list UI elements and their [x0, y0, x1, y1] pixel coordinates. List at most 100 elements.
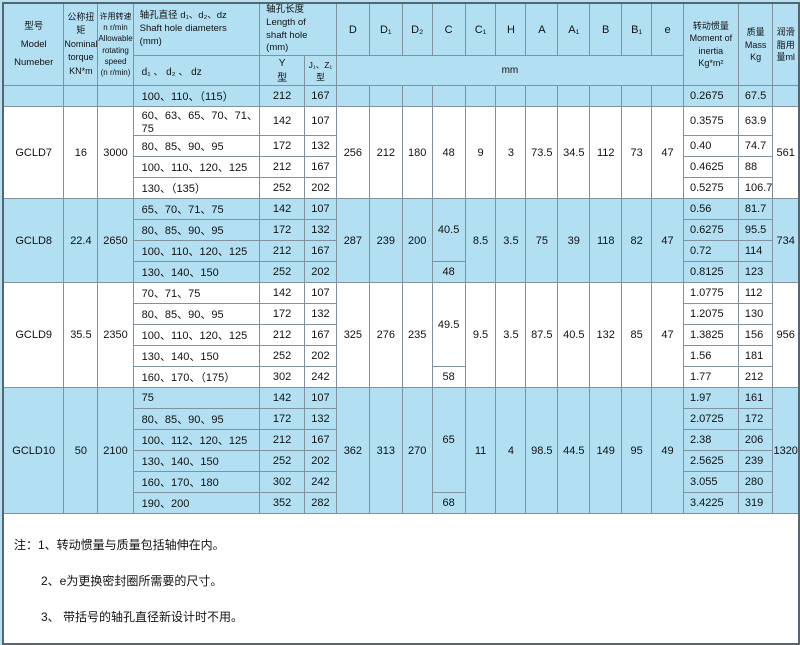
mass-cell: 130 — [737, 303, 774, 326]
torque-cell: 35.5 — [63, 282, 99, 389]
jz-length-cell: 132 — [304, 135, 337, 158]
mass-cell: 161 — [737, 387, 774, 410]
table-row: GCLD10 50 2100 75 142 107 362 313 270 65… — [2, 387, 800, 515]
model-cell: GCLD9 — [2, 282, 65, 389]
y-length-cell: 212 — [259, 429, 305, 452]
header-shaft-hole-diameters: 轴孔直径 d₁、d₂、dz Shaft hole diameters (mm) — [132, 2, 261, 57]
dim-C1-cell: 9 — [464, 106, 497, 200]
y-length-cell: 302 — [259, 471, 305, 494]
table-row: 160、170、（175） 302 242 58 1.77 212 — [3, 366, 799, 389]
empty-cell — [335, 85, 370, 108]
dim-D1-cell: 313 — [368, 387, 403, 515]
diameter-cell: 100、112、120、125 — [132, 429, 261, 452]
speed-cell: 2350 — [97, 282, 134, 389]
dim-D2-cell: 200 — [401, 198, 433, 284]
dim-C-cell: 48 — [431, 106, 466, 200]
y-length-cell: 212 — [259, 85, 305, 108]
header-dim-e: e — [651, 2, 684, 57]
moment-cell: 3.055 — [682, 471, 739, 494]
table-row: 130、（135） 252 202 0.5275 106.7 — [3, 177, 799, 200]
table-row: 100、110、（115） 212 167 0.2675 67.5 — [2, 85, 800, 108]
header-mm-unit: mm — [335, 55, 684, 87]
torque-cell: 50 — [63, 387, 99, 515]
mass-cell: 156 — [737, 324, 774, 347]
dim-C-cell: 40.5 — [431, 198, 466, 263]
moment-cell: 0.5275 — [682, 177, 739, 200]
model-cell — [2, 85, 65, 108]
diameter-cell: 190、200 — [132, 492, 261, 515]
jz-length-cell: 107 — [304, 387, 337, 410]
dim-H-cell: 3.5 — [495, 282, 527, 389]
dim-A-cell: 87.5 — [525, 282, 559, 389]
dim-B1-cell: 82 — [621, 198, 653, 284]
moment-cell: 0.40 — [682, 135, 739, 158]
dim-C-cell: 65 — [431, 387, 466, 494]
empty-cell — [401, 85, 433, 108]
jz-length-cell: 167 — [304, 324, 337, 347]
diameter-cell: 65、70、71、75 — [132, 198, 261, 221]
dim-D1-cell: 239 — [368, 198, 403, 284]
dim-A-cell: 75 — [525, 198, 559, 284]
mass-cell: 81.7 — [737, 198, 774, 221]
jz-length-cell: 242 — [304, 366, 337, 389]
table-row: GCLD7 16 3000 60、63、65、70、71、75 142 107 … — [2, 106, 800, 200]
dim-A1-cell: 34.5 — [557, 106, 591, 200]
moment-cell: 0.56 — [682, 198, 739, 221]
table-row: 190、200 352 282 68 3.4225 319 — [3, 492, 799, 515]
mass-cell: 95.5 — [737, 219, 774, 242]
header-y-type: Y 型 — [259, 55, 305, 87]
moment-cell: 1.97 — [682, 387, 739, 410]
y-length-cell: 142 — [259, 198, 305, 221]
dim-D2-cell: 270 — [401, 387, 433, 515]
speed-cell — [97, 85, 134, 108]
header-d1-d2-dz: d₁ 、 d₂ 、 dz — [132, 55, 261, 87]
table-row: 100、112、120、125 212 167 2.38 206 — [3, 429, 799, 452]
jz-length-cell: 132 — [304, 408, 337, 431]
dim-D2-cell: 180 — [401, 106, 433, 200]
torque-cell — [63, 85, 99, 108]
header-jz-type: J₁、Z₁型 — [304, 55, 337, 87]
y-length-cell: 172 — [259, 303, 305, 326]
dim-B1-cell: 95 — [621, 387, 653, 515]
dim-C1-cell: 11 — [464, 387, 497, 515]
dim-D-cell: 287 — [335, 198, 370, 284]
grease-cell: 734 — [772, 198, 800, 284]
mass-cell: 112 — [737, 282, 774, 305]
mass-cell: 181 — [737, 345, 774, 368]
moment-cell: 2.38 — [682, 429, 739, 452]
table-row: 160、170、180 302 242 3.055 280 — [3, 471, 799, 494]
y-length-cell: 172 — [259, 408, 305, 431]
mass-cell: 63.9 — [737, 106, 774, 137]
torque-cell: 16 — [63, 106, 99, 200]
header-grease-amount: 润滑 脂用 量ml — [772, 2, 800, 87]
diameter-cell: 160、170、（175） — [132, 366, 261, 389]
y-length-cell: 252 — [259, 345, 305, 368]
y-length-cell: 172 — [259, 219, 305, 242]
dim-D1-cell: 276 — [368, 282, 403, 389]
empty-cell — [525, 85, 559, 108]
header-dim-D1: D₁ — [368, 2, 403, 57]
table-row: 80、85、90、95 172 132 0.6275 95.5 — [3, 219, 799, 242]
table-row: GCLD8 22.4 2650 65、70、71、75 142 107 287 … — [2, 198, 800, 284]
y-length-cell: 252 — [259, 261, 305, 284]
empty-cell — [589, 85, 623, 108]
empty-cell — [557, 85, 591, 108]
y-length-cell: 142 — [259, 387, 305, 410]
mass-cell: 123 — [737, 261, 774, 284]
jz-length-cell: 167 — [304, 156, 337, 179]
header-dim-B: B — [589, 2, 623, 57]
table-row: 100、110、120、125 212 167 0.72 114 — [3, 240, 799, 263]
moment-cell: 3.4225 — [682, 492, 739, 515]
dim-D1-cell: 212 — [368, 106, 403, 200]
dim-e-cell: 49 — [651, 387, 684, 515]
header-dim-D: D — [335, 2, 370, 57]
mass-cell: 67.5 — [737, 85, 774, 108]
empty-cell — [495, 85, 527, 108]
moment-cell: 1.0775 — [682, 282, 739, 305]
diameter-cell: 100、110、120、125 — [132, 156, 261, 179]
dim-C-cell: 48 — [431, 261, 466, 284]
empty-cell — [464, 85, 497, 108]
mass-cell: 319 — [737, 492, 774, 515]
header-mass: 质量 Mass Kg — [737, 2, 774, 87]
